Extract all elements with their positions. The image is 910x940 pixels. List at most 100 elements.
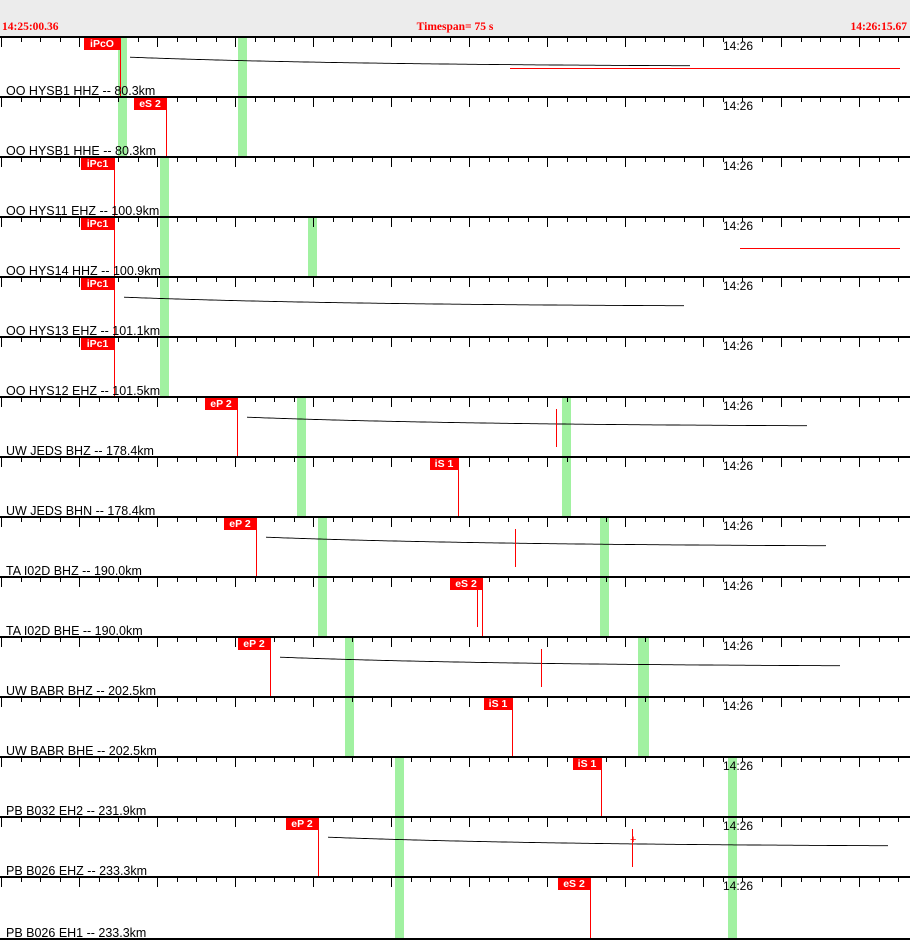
phase-pick-line[interactable]	[318, 818, 319, 876]
channel-label: TA I02D BHE -- 190.0km	[6, 624, 143, 636]
trace-panel[interactable]: eS 2 14:26 PB B026 EH1 -- 233.3km	[0, 876, 910, 940]
highlight-band	[345, 698, 354, 756]
axis-time-label: 14:26	[723, 699, 754, 713]
highlight-band	[562, 458, 571, 516]
axis-time-label: 14:26	[723, 159, 754, 173]
phase-pick-label[interactable]: iS 1	[484, 698, 512, 710]
amplitude-marker	[632, 829, 633, 867]
channel-label: PB B026 EH1 -- 233.3km	[6, 926, 147, 940]
phase-pick-label[interactable]: iS 1	[430, 458, 458, 470]
channel-label: OO HYSB1 HHZ -- 80.3km	[6, 84, 156, 96]
trace-panel[interactable]: eP 2 14:26 UW BABR BHZ -- 202.5km	[0, 636, 910, 696]
phase-pick-line[interactable]	[590, 878, 591, 938]
waveform-trace	[279, 656, 840, 667]
waveform-trace	[129, 56, 690, 67]
highlight-band	[160, 278, 169, 336]
phase-pick-line[interactable]	[482, 578, 483, 636]
phase-pick-label[interactable]: eP 2	[205, 398, 237, 410]
amplitude-baseline	[510, 68, 900, 69]
trace-panel[interactable]: iPc1 14:26 OO HYS13 EHZ -- 101.1km	[0, 276, 910, 336]
axis-time-label: 14:26	[723, 99, 754, 113]
phase-pick-label[interactable]: iS 1	[573, 758, 601, 770]
phase-pick-line[interactable]	[114, 338, 115, 396]
highlight-band	[395, 818, 404, 876]
window-end-time: 14:26:15.67	[850, 21, 907, 33]
highlight-band	[238, 98, 247, 156]
highlight-band	[160, 158, 169, 216]
phase-pick-label[interactable]: iPcO	[84, 38, 120, 50]
axis-time-label: 14:26	[723, 639, 754, 653]
highlight-band	[600, 518, 609, 576]
event-header: 61076527 UW Oct 10, 2015 14:24:57.41 44.…	[0, 0, 910, 58]
trace-panel[interactable]: iPcO 14:26 OO HYSB1 HHZ -- 80.3km	[0, 36, 910, 96]
highlight-band	[638, 698, 649, 756]
waveform-trace	[123, 296, 684, 307]
channel-label: OO HYS14 HHZ -- 100.9km	[6, 264, 161, 276]
phase-pick-line[interactable]	[166, 98, 167, 156]
trace-panel[interactable]: iPc1 14:26 OO HYS14 HHZ -- 100.9km	[0, 216, 910, 276]
trace-panel[interactable]: + eP 2 14:26 PB B026 EHZ -- 233.3km	[0, 816, 910, 876]
phase-pick-label[interactable]: eS 2	[134, 98, 166, 110]
phase-pick-line[interactable]	[256, 518, 257, 576]
waveform-trace	[246, 416, 807, 427]
amplitude-baseline	[740, 248, 900, 249]
amplitude-marker	[541, 649, 542, 687]
event-summary-line: 61076527 UW Oct 10, 2015 14:24:57.41 44.…	[0, 0, 910, 58]
amplitude-marker	[477, 589, 478, 627]
coda-marker-icon: +	[630, 834, 637, 846]
trace-panel[interactable]: iS 1 14:26 PB B032 EH2 -- 231.9km	[0, 756, 910, 816]
channel-label: OO HYS12 EHZ -- 101.5km	[6, 384, 161, 396]
axis-time-label: 14:26	[723, 279, 754, 293]
highlight-band	[118, 38, 127, 96]
highlight-band	[318, 518, 327, 576]
highlight-band	[160, 338, 169, 396]
phase-pick-label[interactable]: eP 2	[238, 638, 270, 650]
phase-pick-line[interactable]	[120, 38, 121, 96]
highlight-band	[395, 878, 404, 938]
phase-pick-line[interactable]	[237, 398, 238, 456]
channel-label: UW BABR BHZ -- 202.5km	[6, 684, 157, 696]
phase-pick-line[interactable]	[601, 758, 602, 816]
phase-pick-line[interactable]	[512, 698, 513, 756]
timespan-label: Timespan= 75 s	[416, 21, 494, 33]
channel-label: TA I02D BHZ -- 190.0km	[6, 564, 142, 576]
highlight-band	[728, 758, 737, 816]
waveform-trace	[327, 836, 888, 847]
trace-panel[interactable]: eP 2 14:26 TA I02D BHZ -- 190.0km	[0, 516, 910, 576]
phase-pick-line[interactable]	[270, 638, 271, 696]
trace-panel[interactable]: iS 1 14:26 UW JEDS BHN -- 178.4km	[0, 456, 910, 516]
phase-pick-line[interactable]	[114, 158, 115, 216]
phase-pick-label[interactable]: eS 2	[450, 578, 482, 590]
highlight-band	[238, 38, 247, 96]
trace-panel[interactable]: eP 2 14:26 UW JEDS BHZ -- 178.4km	[0, 396, 910, 456]
channel-label: PB B026 EHZ -- 233.3km	[6, 864, 148, 876]
phase-pick-label[interactable]: iPc1	[81, 278, 114, 290]
phase-pick-label[interactable]: iPc1	[81, 218, 114, 230]
channel-label: PB B032 EH2 -- 231.9km	[6, 804, 147, 816]
phase-pick-line[interactable]	[114, 278, 115, 336]
axis-time-label: 14:26	[723, 759, 754, 773]
phase-pick-label[interactable]: iPc1	[81, 338, 114, 350]
channel-label: OO HYS13 EHZ -- 101.1km	[6, 324, 161, 336]
phase-pick-label[interactable]: eS 2	[558, 878, 590, 890]
trace-panel[interactable]: eS 2 14:26 TA I02D BHE -- 190.0km	[0, 576, 910, 636]
phase-pick-line[interactable]	[114, 218, 115, 276]
highlight-band	[395, 758, 404, 816]
channel-label: UW BABR BHE -- 202.5km	[6, 744, 157, 756]
trace-panel[interactable]: iS 1 14:26 UW BABR BHE -- 202.5km	[0, 696, 910, 756]
highlight-band	[118, 98, 127, 156]
trace-panel[interactable]: iPc1 14:26 OO HYS11 EHZ -- 100.9km	[0, 156, 910, 216]
phase-pick-label[interactable]: iPc1	[81, 158, 114, 170]
axis-time-label: 14:26	[723, 339, 754, 353]
phase-pick-line[interactable]	[458, 458, 459, 516]
highlight-band	[600, 578, 609, 636]
phase-pick-label[interactable]: eP 2	[286, 818, 318, 830]
trace-panel-stack: iPcO 14:26 OO HYSB1 HHZ -- 80.3km eS 2 14:26…	[0, 36, 910, 940]
trace-panel[interactable]: iPc1 14:26 OO HYS12 EHZ -- 101.5km	[0, 336, 910, 396]
trace-panel[interactable]: eS 2 14:26 OO HYSB1 HHE -- 80.3km	[0, 96, 910, 156]
axis-time-label: 14:26	[723, 819, 754, 833]
channel-label: UW JEDS BHN -- 178.4km	[6, 504, 156, 516]
highlight-band	[297, 398, 306, 456]
highlight-band	[728, 818, 737, 876]
phase-pick-label[interactable]: eP 2	[224, 518, 256, 530]
